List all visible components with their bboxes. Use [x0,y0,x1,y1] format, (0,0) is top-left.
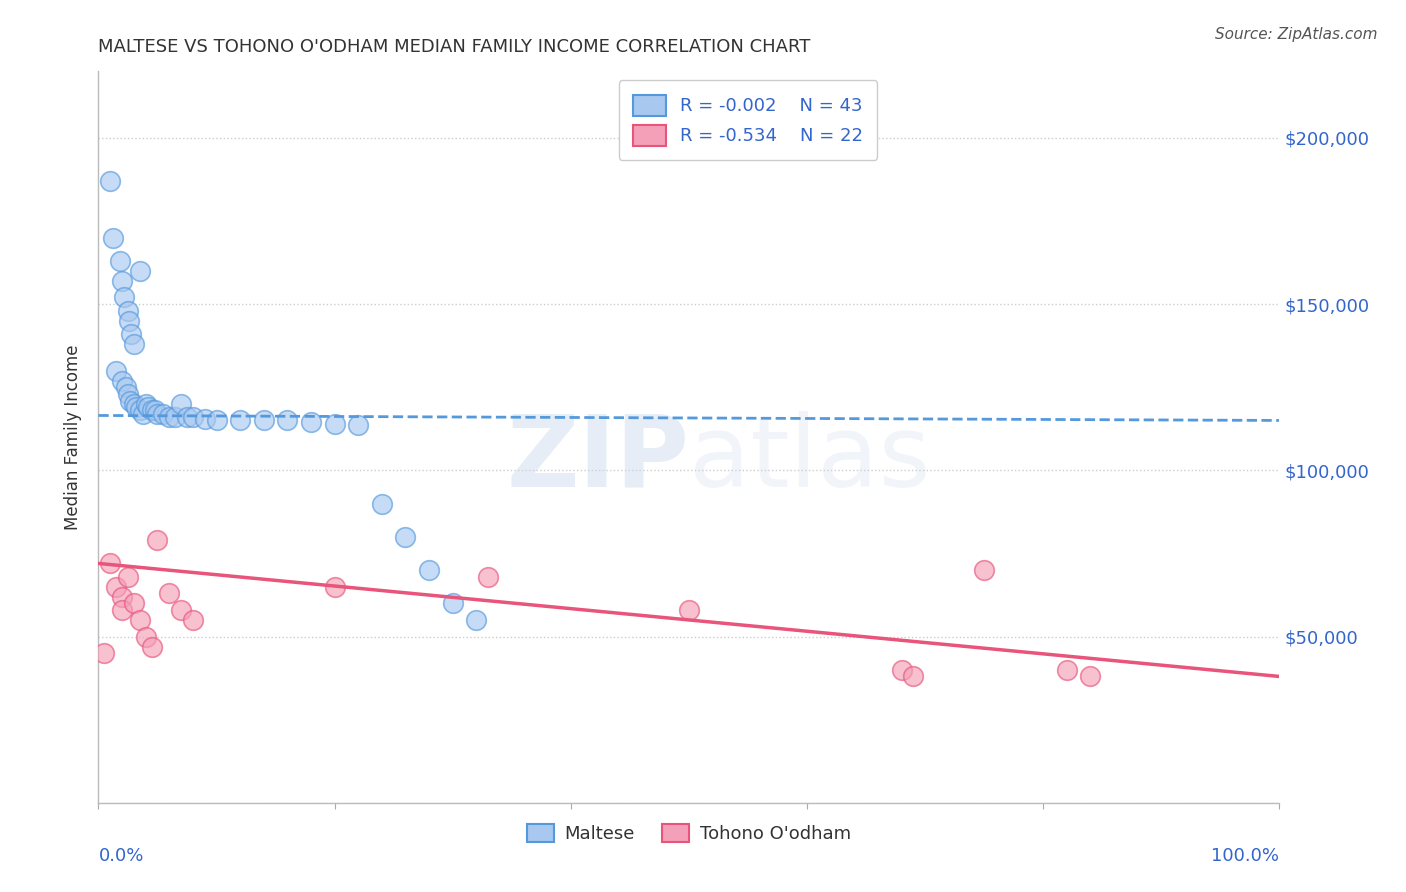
Text: ZIP: ZIP [506,410,689,508]
Text: 100.0%: 100.0% [1212,847,1279,864]
Point [477,570,499,584]
Point [98,174,121,188]
Text: 0.0%: 0.0% [98,847,143,864]
Point [418,563,440,577]
Point [111,374,134,388]
Point [111,274,134,288]
Point [121,326,143,341]
Point [253,413,276,427]
Point [120,393,142,408]
Point [128,403,150,417]
Point [141,403,163,417]
Point [276,413,298,427]
Point [181,613,204,627]
Point [122,397,145,411]
Point [143,403,166,417]
Point [194,412,217,426]
Point [170,603,193,617]
Point [890,663,912,677]
Point [105,363,128,377]
Point [205,413,228,427]
Point [108,253,131,268]
Point [347,418,370,433]
Point [118,314,141,328]
Point [1080,669,1102,683]
Point [111,603,134,617]
Point [122,337,145,351]
Point [678,603,700,617]
Point [132,407,155,421]
Point [136,400,159,414]
Point [135,397,157,411]
Point [973,563,995,577]
Text: Source: ZipAtlas.com: Source: ZipAtlas.com [1215,27,1378,42]
Point [394,530,416,544]
Point [170,397,193,411]
Point [176,410,198,425]
Point [98,557,121,571]
Point [323,580,346,594]
Point [135,630,157,644]
Text: atlas: atlas [689,410,931,508]
Point [371,497,394,511]
Point [152,407,174,421]
Point [117,387,139,401]
Point [465,613,488,627]
Point [157,586,180,600]
Point [111,590,134,604]
Point [117,570,139,584]
Point [93,646,115,660]
Point [1056,663,1078,677]
Point [101,230,124,244]
Point [146,407,169,421]
Point [141,640,163,654]
Point [112,290,135,304]
Point [146,533,169,548]
Point [441,596,464,610]
Point [903,669,925,683]
Point [229,413,252,427]
Point [122,596,145,610]
Point [128,613,150,627]
Y-axis label: Median Family Income: Median Family Income [65,344,83,530]
Legend: Maltese, Tohono O'odham: Maltese, Tohono O'odham [517,815,860,852]
Point [181,410,204,425]
Point [165,410,187,425]
Point [117,303,139,318]
Point [323,417,346,431]
Point [125,400,148,414]
Point [105,580,128,594]
Point [299,415,322,429]
Point [157,410,180,425]
Point [128,264,150,278]
Point [114,380,136,394]
Text: MALTESE VS TOHONO O'ODHAM MEDIAN FAMILY INCOME CORRELATION CHART: MALTESE VS TOHONO O'ODHAM MEDIAN FAMILY … [98,38,811,56]
